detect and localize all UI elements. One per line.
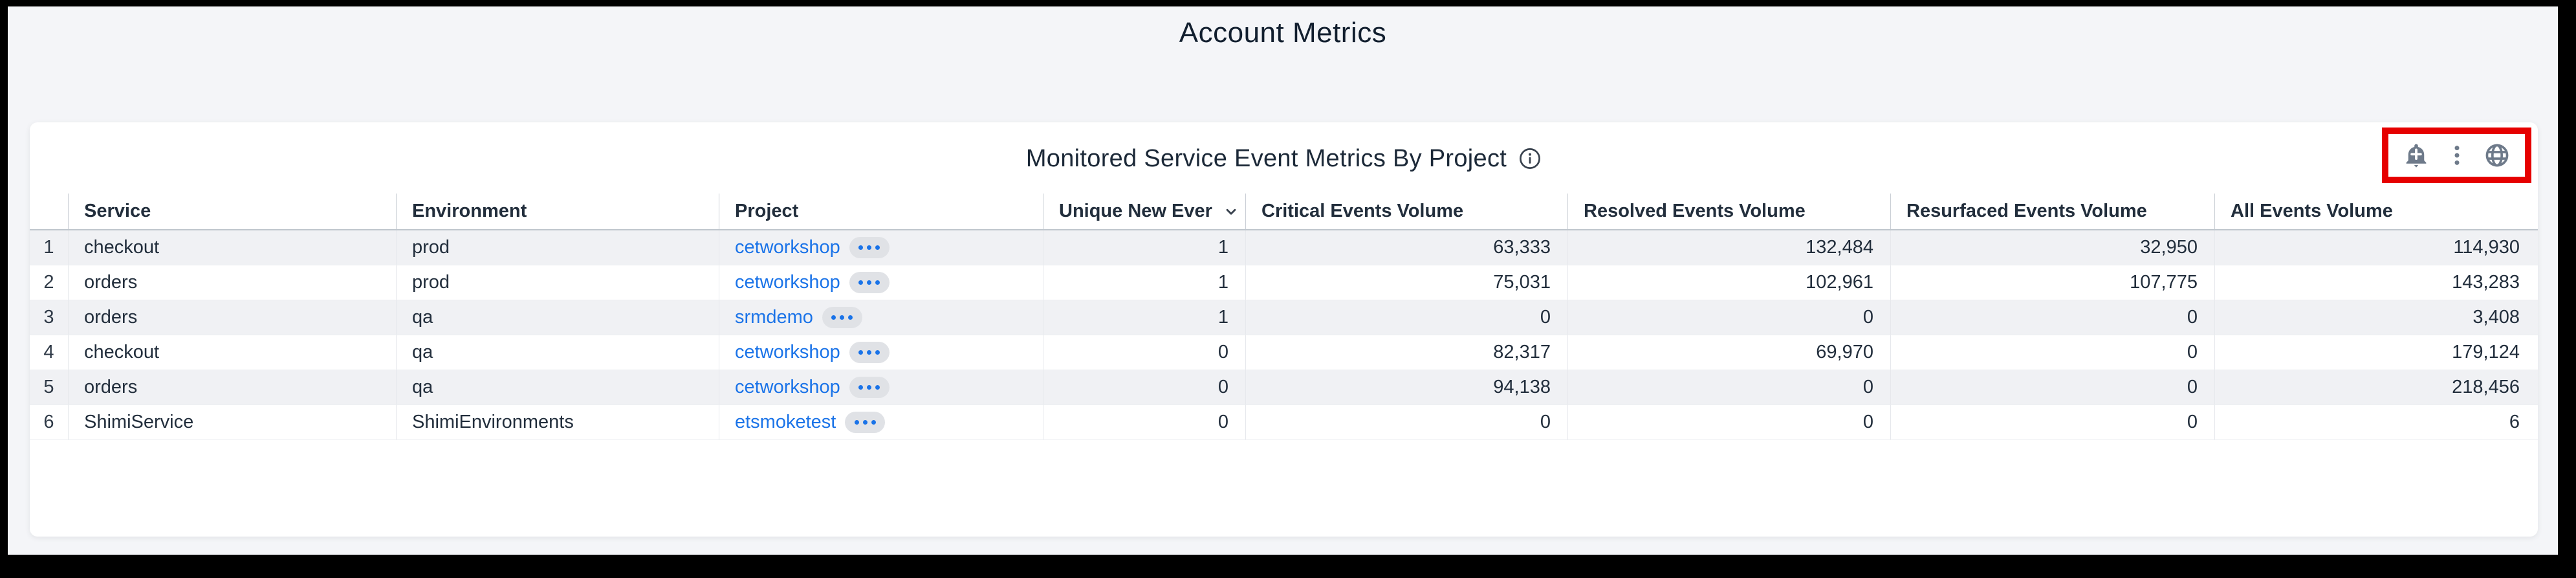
project-link[interactable]: cetworkshop (735, 342, 840, 362)
annotation-highlight-box (2382, 128, 2531, 183)
cell-resurfaced-events-volume: 0 (1890, 405, 2214, 439)
cell-environment: ShimiEnvironments (396, 405, 719, 439)
table-row: 3 orders qa srmdemo 1 0 0 0 3,408 (30, 300, 2538, 335)
metrics-table: Service Environment Project Unique New E… (30, 194, 2538, 440)
col-header-service[interactable]: Service (68, 194, 396, 229)
cell-resurfaced-events-volume: 0 (1890, 335, 2214, 370)
col-header-project[interactable]: Project (719, 194, 1043, 229)
cell-environment: qa (396, 370, 719, 405)
cell-resolved-events-volume: 132,484 (1567, 230, 1890, 265)
cell-environment: qa (396, 300, 719, 335)
info-icon[interactable] (1518, 147, 1542, 170)
cell-all-events-volume: 6 (2214, 405, 2537, 439)
cell-critical-events-volume: 63,333 (1245, 230, 1567, 265)
cell-service: orders (68, 300, 396, 335)
panel-header: Monitored Service Event Metrics By Proje… (30, 122, 2538, 195)
row-index-column-header (30, 194, 68, 229)
cell-service: orders (68, 265, 396, 300)
cell-resolved-events-volume: 102,961 (1567, 265, 1890, 300)
cell-critical-events-volume: 94,138 (1245, 370, 1567, 405)
more-actions-pill[interactable] (849, 342, 890, 363)
cell-resolved-events-volume: 0 (1567, 370, 1890, 405)
project-link[interactable]: etsmoketest (735, 412, 836, 432)
row-index: 1 (43, 237, 54, 258)
cell-resurfaced-events-volume: 0 (1890, 370, 2214, 405)
cell-unique-new-events: 0 (1043, 335, 1245, 370)
project-link[interactable]: cetworkshop (735, 377, 840, 397)
page-title: Account Metrics (1179, 17, 1387, 49)
more-actions-pill[interactable] (822, 307, 862, 328)
table-row: 4 checkout qa cetworkshop 0 82,317 69,97… (30, 335, 2538, 370)
col-header-unique-new-events[interactable]: Unique New Ever (1043, 194, 1245, 229)
project-link[interactable]: cetworkshop (735, 237, 840, 258)
row-index: 3 (43, 307, 54, 328)
cell-all-events-volume: 143,283 (2214, 265, 2537, 300)
table-row: 6 ShimiService ShimiEnvironments etsmoke… (30, 405, 2538, 440)
row-index: 6 (43, 412, 54, 432)
cell-all-events-volume: 218,456 (2214, 370, 2537, 405)
cell-unique-new-events: 1 (1043, 230, 1245, 265)
project-link[interactable]: cetworkshop (735, 272, 840, 293)
cell-project: etsmoketest (719, 405, 1043, 439)
cell-resolved-events-volume: 0 (1567, 300, 1890, 335)
dashboard-page: Account Metrics Monitored Service Event … (8, 6, 2558, 555)
more-actions-pill[interactable] (845, 412, 886, 433)
kebab-menu-button[interactable] (2444, 142, 2470, 168)
col-header-critical-events-volume[interactable]: Critical Events Volume (1245, 194, 1567, 229)
more-actions-pill[interactable] (849, 377, 890, 398)
cell-service: checkout (68, 335, 396, 370)
table-row: 1 checkout prod cetworkshop 1 63,333 132… (30, 230, 2538, 265)
more-actions-pill[interactable] (849, 272, 890, 293)
cell-all-events-volume: 114,930 (2214, 230, 2537, 265)
cell-resurfaced-events-volume: 107,775 (1890, 265, 2214, 300)
cell-critical-events-volume: 75,031 (1245, 265, 1567, 300)
widget-card: Monitored Service Event Metrics By Proje… (30, 122, 2538, 537)
table-row: 2 orders prod cetworkshop 1 75,031 102,9… (30, 265, 2538, 300)
row-index: 2 (43, 272, 54, 293)
col-header-all-events-volume[interactable]: All Events Volume (2214, 194, 2537, 229)
cell-service: checkout (68, 230, 396, 265)
project-link[interactable]: srmdemo (735, 307, 813, 328)
col-header-resurfaced-events-volume[interactable]: Resurfaced Events Volume (1890, 194, 2214, 229)
col-header-resolved-events-volume[interactable]: Resolved Events Volume (1567, 194, 1890, 229)
cell-unique-new-events: 0 (1043, 405, 1245, 439)
more-actions-pill[interactable] (849, 237, 890, 258)
col-header-environment[interactable]: Environment (396, 194, 719, 229)
add-alert-button[interactable] (2403, 142, 2430, 169)
cell-unique-new-events: 1 (1043, 300, 1245, 335)
cell-resolved-events-volume: 0 (1567, 405, 1890, 439)
table-row: 5 orders qa cetworkshop 0 94,138 0 0 218… (30, 370, 2538, 405)
row-index: 4 (43, 342, 54, 362)
cell-resurfaced-events-volume: 0 (1890, 300, 2214, 335)
cell-critical-events-volume: 82,317 (1245, 335, 1567, 370)
cell-environment: qa (396, 335, 719, 370)
cell-all-events-volume: 179,124 (2214, 335, 2537, 370)
cell-all-events-volume: 3,408 (2214, 300, 2537, 335)
cell-critical-events-volume: 0 (1245, 300, 1567, 335)
panel-title: Monitored Service Event Metrics By Proje… (1025, 144, 1507, 172)
cell-project: cetworkshop (719, 230, 1043, 265)
cell-environment: prod (396, 265, 719, 300)
cell-resurfaced-events-volume: 32,950 (1890, 230, 2214, 265)
cell-service: orders (68, 370, 396, 405)
cell-unique-new-events: 1 (1043, 265, 1245, 300)
cell-service: ShimiService (68, 405, 396, 439)
cell-critical-events-volume: 0 (1245, 405, 1567, 439)
table-header-row: Service Environment Project Unique New E… (30, 194, 2538, 230)
cell-project: cetworkshop (719, 370, 1043, 405)
cell-project: cetworkshop (719, 335, 1043, 370)
cell-unique-new-events: 0 (1043, 370, 1245, 405)
cell-project: cetworkshop (719, 265, 1043, 300)
cell-resolved-events-volume: 69,970 (1567, 335, 1890, 370)
cell-environment: prod (396, 230, 719, 265)
cell-project: srmdemo (719, 300, 1043, 335)
chevron-down-icon (1223, 203, 1239, 220)
col-header-label: Unique New Ever (1059, 201, 1212, 221)
globe-button[interactable] (2483, 142, 2511, 169)
row-index: 5 (43, 377, 54, 397)
